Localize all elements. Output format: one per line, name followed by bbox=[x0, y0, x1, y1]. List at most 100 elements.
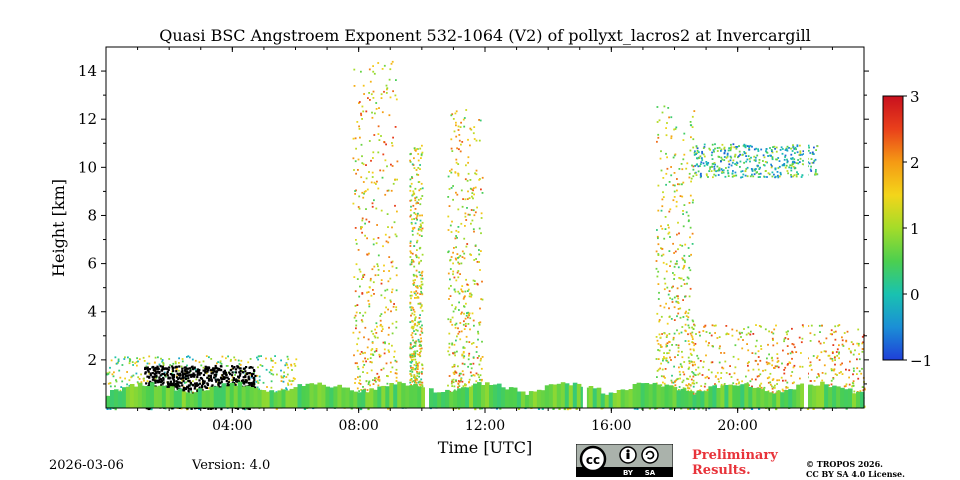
data-point bbox=[371, 116, 374, 119]
data-point bbox=[685, 330, 687, 333]
data-point bbox=[194, 383, 198, 386]
data-point bbox=[416, 366, 419, 369]
data-point bbox=[366, 389, 369, 391]
data-point bbox=[823, 364, 826, 367]
data-point bbox=[834, 330, 837, 333]
data-point bbox=[238, 371, 241, 374]
data-point bbox=[720, 372, 723, 374]
data-point bbox=[117, 358, 120, 361]
data-point bbox=[391, 144, 394, 147]
data-point bbox=[746, 145, 749, 147]
data-point bbox=[354, 227, 357, 229]
data-point bbox=[457, 327, 459, 330]
data-point bbox=[377, 378, 379, 381]
data-point bbox=[746, 382, 749, 384]
data-point bbox=[420, 350, 422, 353]
data-point bbox=[409, 354, 412, 357]
data-point bbox=[669, 208, 672, 211]
data-point bbox=[168, 358, 171, 360]
data-point bbox=[706, 174, 708, 177]
data-point bbox=[415, 294, 417, 296]
data-point bbox=[411, 176, 413, 178]
data-point bbox=[470, 367, 473, 370]
data-point bbox=[448, 375, 451, 377]
data-point bbox=[809, 361, 812, 364]
data-point bbox=[722, 169, 725, 172]
data-point bbox=[361, 118, 363, 120]
data-point bbox=[718, 336, 721, 338]
data-point bbox=[665, 302, 667, 305]
data-point bbox=[783, 164, 786, 167]
data-point bbox=[155, 372, 158, 375]
data-point bbox=[421, 195, 424, 197]
data-point bbox=[464, 212, 467, 215]
data-point bbox=[696, 354, 699, 357]
data-point bbox=[763, 156, 766, 159]
data-point bbox=[138, 358, 141, 361]
data-point bbox=[681, 244, 684, 247]
data-point bbox=[447, 272, 450, 275]
data-point bbox=[473, 214, 476, 217]
data-point bbox=[470, 222, 472, 225]
data-point bbox=[457, 290, 460, 293]
data-point bbox=[410, 221, 413, 224]
data-point bbox=[389, 361, 392, 364]
data-point bbox=[382, 341, 385, 344]
data-point bbox=[671, 344, 673, 346]
data-point bbox=[238, 363, 241, 365]
data-point bbox=[372, 281, 375, 284]
data-point bbox=[671, 286, 673, 289]
data-point bbox=[835, 351, 838, 353]
data-point bbox=[464, 322, 467, 325]
data-point bbox=[452, 270, 455, 273]
data-point bbox=[777, 176, 780, 179]
data-point bbox=[352, 137, 355, 140]
data-point bbox=[409, 306, 412, 309]
data-point bbox=[247, 381, 250, 385]
data-point bbox=[415, 290, 418, 293]
data-point bbox=[409, 185, 412, 188]
data-point bbox=[354, 382, 356, 384]
data-point bbox=[687, 389, 690, 392]
data-point bbox=[461, 141, 464, 143]
data-point bbox=[416, 370, 418, 373]
data-point bbox=[791, 350, 793, 353]
data-point bbox=[667, 226, 670, 229]
data-point bbox=[204, 365, 207, 368]
data-point bbox=[448, 332, 451, 335]
data-point bbox=[190, 373, 193, 376]
data-point bbox=[668, 307, 670, 310]
data-point bbox=[786, 333, 788, 336]
data-point bbox=[770, 163, 772, 166]
data-point bbox=[183, 366, 186, 369]
data-point bbox=[153, 367, 156, 370]
data-point bbox=[479, 307, 481, 310]
data-point bbox=[153, 379, 156, 382]
data-point bbox=[455, 379, 457, 382]
data-point bbox=[741, 331, 743, 334]
data-point bbox=[110, 359, 113, 362]
data-point bbox=[767, 155, 769, 157]
data-point bbox=[745, 160, 748, 163]
data-point bbox=[468, 352, 471, 355]
data-point bbox=[415, 361, 418, 363]
data-point bbox=[836, 374, 838, 376]
data-point bbox=[365, 164, 367, 166]
data-point bbox=[668, 210, 671, 213]
data-point bbox=[413, 313, 416, 316]
data-point bbox=[367, 299, 370, 302]
data-point bbox=[749, 333, 752, 336]
data-point bbox=[210, 372, 213, 375]
data-point bbox=[666, 122, 668, 124]
data-point bbox=[736, 146, 739, 148]
data-point bbox=[799, 154, 802, 156]
data-point bbox=[811, 162, 814, 164]
data-point bbox=[194, 382, 197, 385]
data-point bbox=[475, 169, 478, 172]
data-point bbox=[414, 333, 417, 335]
data-point bbox=[410, 361, 413, 364]
data-point bbox=[414, 322, 416, 325]
data-point bbox=[362, 386, 364, 388]
data-point bbox=[681, 381, 684, 384]
data-point bbox=[477, 373, 480, 376]
